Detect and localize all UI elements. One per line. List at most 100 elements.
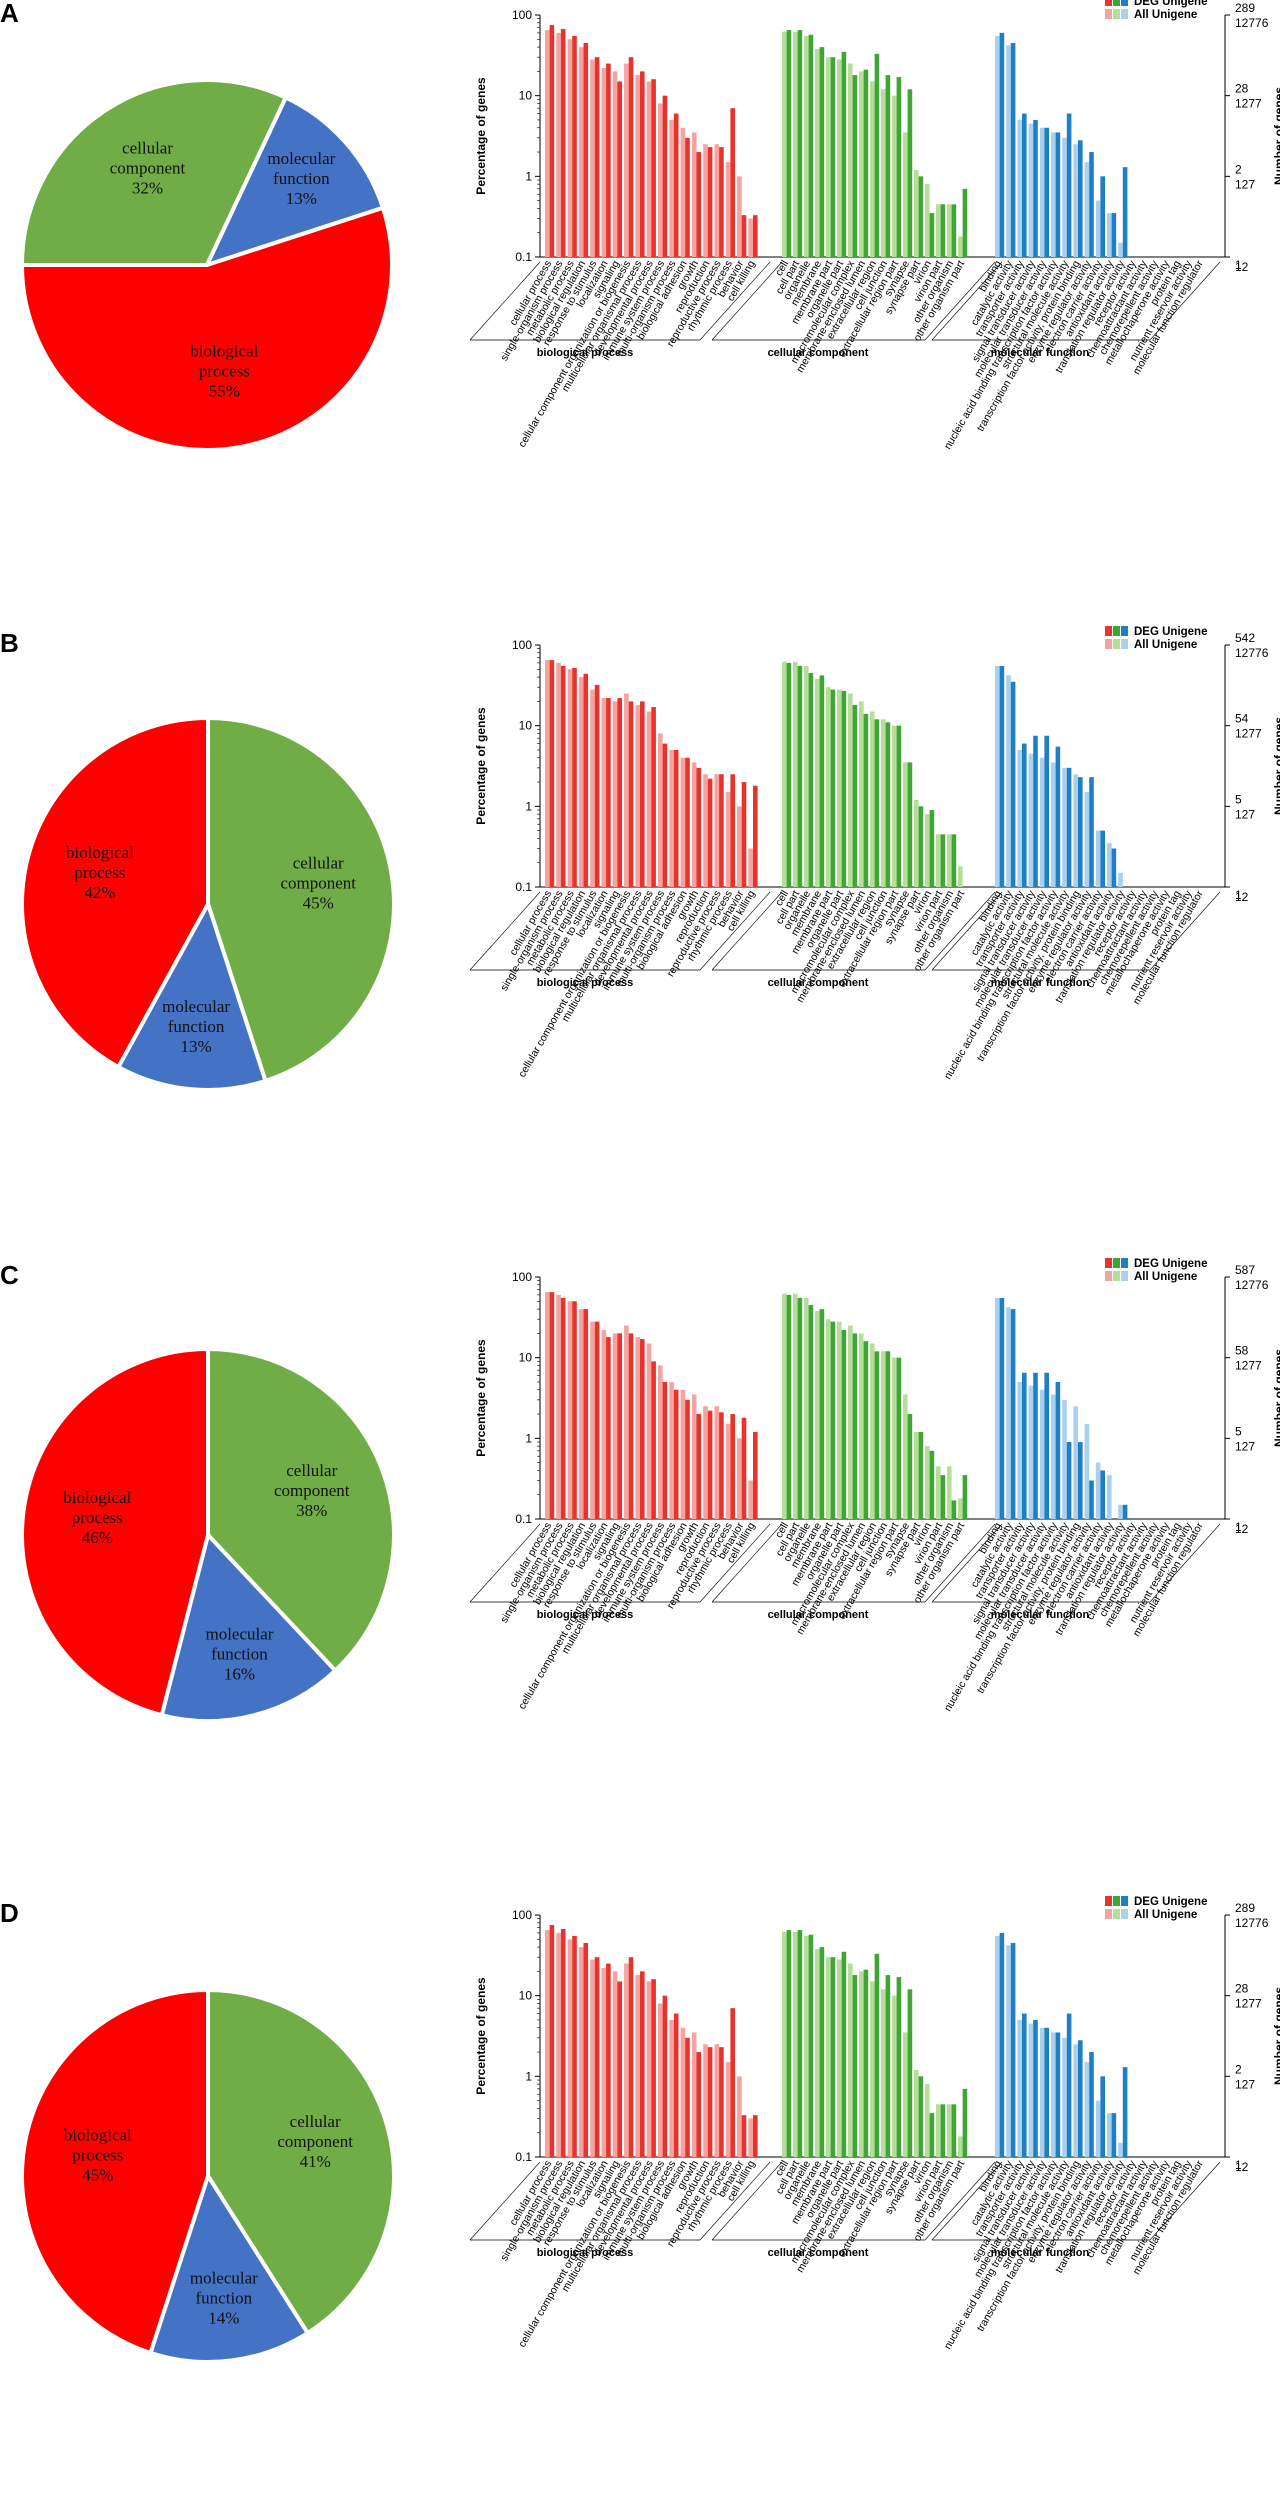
slice-percentage: 13% bbox=[181, 1037, 212, 1056]
bar-deg-mf bbox=[1089, 1480, 1094, 1519]
bar-all-cc bbox=[837, 689, 842, 887]
bar-all-bp bbox=[601, 1330, 607, 1519]
bar-all-cc bbox=[903, 132, 908, 257]
bar-all-bp bbox=[624, 1325, 629, 1519]
bar-deg-mf bbox=[1078, 2040, 1083, 2157]
pie-slice-molecular-function bbox=[148, 2174, 310, 2364]
bar-all-mf bbox=[1084, 1424, 1090, 1519]
bar-deg-mf bbox=[1010, 1309, 1016, 1519]
bar-all-cc bbox=[936, 2104, 941, 2157]
bar-all-bp bbox=[601, 1968, 607, 2157]
bar-all-bp bbox=[658, 2003, 663, 2157]
bar-all-mf bbox=[1039, 2027, 1045, 2157]
bar-deg-bp bbox=[685, 757, 690, 887]
bar-all-bp bbox=[748, 218, 753, 257]
bar-deg-cc bbox=[841, 1330, 847, 1519]
slice-label-line1: biological bbox=[66, 843, 134, 862]
bar-deg-cc bbox=[863, 69, 869, 257]
y2-all-count: 12776 bbox=[1235, 1278, 1269, 1292]
bar-deg-mf bbox=[1055, 746, 1061, 887]
bar-all-mf bbox=[1017, 1381, 1022, 1519]
y2-axis-title: Number of genes bbox=[1272, 1987, 1280, 2085]
pie-slice-biological-process bbox=[19, 1347, 210, 1718]
bar-deg-bp bbox=[719, 774, 724, 887]
slice-percentage: 45% bbox=[303, 894, 334, 913]
group-bracket-edge bbox=[924, 261, 996, 341]
bar-deg-cc bbox=[852, 1333, 858, 1519]
bar-all-bp bbox=[658, 103, 663, 258]
y2-bottom-count: 12 bbox=[1235, 2160, 1249, 2174]
slice-percentage: 45% bbox=[82, 2166, 113, 2185]
y2-bottom-count: 12 bbox=[1235, 260, 1249, 274]
bar-deg-bp bbox=[606, 1337, 611, 1519]
bar-deg-cc bbox=[929, 1450, 935, 1519]
bar-all-cc bbox=[815, 48, 820, 257]
bar-all-mf bbox=[995, 665, 1000, 887]
bar-all-cc bbox=[870, 81, 875, 257]
legend-label: All Unigene bbox=[1134, 1271, 1197, 1283]
group-bracket-edge bbox=[931, 891, 1003, 971]
legend-swatch bbox=[1105, 1896, 1112, 1906]
bar-deg-cc bbox=[907, 1989, 913, 2157]
bar-deg-bp bbox=[741, 215, 747, 257]
slice-label-line1: cellular bbox=[286, 1461, 337, 1480]
bar-all-bp bbox=[578, 1309, 584, 1519]
bar-all-cc bbox=[859, 1333, 864, 1519]
y2-all-count: 1277 bbox=[1235, 1359, 1262, 1373]
bar-deg-cc bbox=[896, 1977, 902, 2157]
bar-deg-mf bbox=[1022, 743, 1027, 887]
bar-deg-bp bbox=[617, 1981, 622, 2157]
bar-all-cc bbox=[782, 31, 787, 257]
group-label: biological process bbox=[537, 977, 634, 989]
bar-deg-mf bbox=[1055, 2032, 1061, 2157]
bar-all-bp bbox=[567, 1301, 573, 1519]
group-label: cellular component bbox=[768, 977, 869, 989]
bar-deg-cc bbox=[830, 1321, 836, 1519]
bar-deg-cc bbox=[808, 672, 814, 887]
slice-label-line2: process bbox=[72, 2146, 123, 2165]
group-bracket-edge bbox=[924, 891, 996, 971]
y2-deg-count: 58 bbox=[1235, 1344, 1249, 1358]
group-bracket-edge bbox=[699, 891, 771, 971]
bar-all-bp bbox=[545, 30, 550, 257]
legend-swatch bbox=[1113, 639, 1120, 649]
slice-label-line2: function bbox=[196, 2288, 253, 2307]
legend-label: All Unigene bbox=[1134, 639, 1197, 651]
pie-slice-cellular-component bbox=[20, 78, 288, 267]
bar-deg-bp bbox=[753, 2115, 758, 2157]
bar-all-bp bbox=[691, 132, 697, 257]
bar-deg-cc bbox=[786, 1930, 792, 2157]
bar-all-mf bbox=[1051, 762, 1056, 887]
bar-all-cc bbox=[826, 1957, 831, 2157]
bar-deg-bp bbox=[662, 743, 668, 887]
bar-deg-bp bbox=[662, 1381, 668, 1519]
bar-deg-bp bbox=[617, 698, 622, 887]
y2-all-count: 127 bbox=[1235, 1439, 1255, 1453]
bar-deg-bp bbox=[730, 108, 735, 257]
bar-all-bp bbox=[725, 2062, 731, 2157]
y2-all-count: 1 bbox=[1235, 258, 1242, 272]
legend-swatch bbox=[1113, 1909, 1120, 1919]
bar-all-mf bbox=[1107, 1475, 1112, 1519]
y-tick-label: 0.1 bbox=[515, 1512, 532, 1526]
y-axis-title: Percentage of genes bbox=[474, 1339, 488, 1457]
bar-deg-mf bbox=[1078, 140, 1083, 257]
bar-deg-bp bbox=[696, 152, 702, 257]
panel-d: Dcellularcomponent41%molecularfunction14… bbox=[0, 1896, 1280, 2364]
bar-deg-cc bbox=[918, 806, 924, 887]
bar-all-mf bbox=[1118, 242, 1123, 257]
bar-all-cc bbox=[881, 1989, 886, 2157]
bar-all-cc bbox=[914, 2069, 919, 2157]
bar-deg-cc bbox=[797, 30, 803, 257]
bar-all-mf bbox=[1017, 2019, 1022, 2157]
y-tick-label: 1 bbox=[525, 169, 532, 183]
bar-deg-bp bbox=[583, 1309, 589, 1519]
y2-all-count: 12776 bbox=[1235, 16, 1269, 30]
bar-chart: 1001010.1289127762812772127112Percentage… bbox=[469, 1896, 1280, 2352]
bar-deg-mf bbox=[1044, 127, 1049, 258]
bar-all-bp bbox=[601, 698, 607, 887]
bar-all-cc bbox=[837, 1959, 842, 2157]
